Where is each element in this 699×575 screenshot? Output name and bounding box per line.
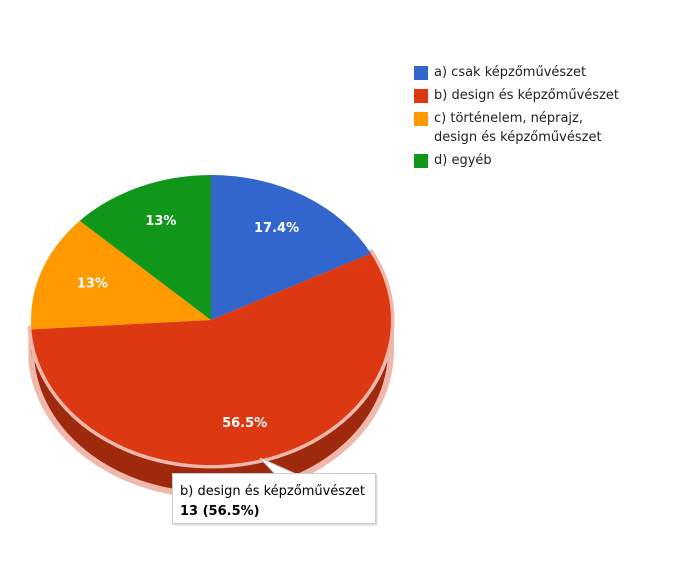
legend-label: d) egyéb (434, 153, 492, 168)
slice (211, 175, 371, 320)
value-label: 13% (77, 276, 108, 291)
legend-swatch (414, 154, 428, 168)
tooltip: b) design és képzőművészet 13 (56.5%) (172, 473, 376, 524)
value-label: 56.5% (222, 416, 267, 431)
slice (79, 175, 212, 320)
slice (31, 253, 391, 465)
value-label: 17.4% (254, 221, 299, 236)
legend-label: c) történelem, néprajz, design és képzőm… (434, 111, 602, 145)
legend-item: b) design és képzőművészet (414, 86, 629, 105)
legend-label: a) csak képzőművészet (434, 65, 587, 80)
value-label: 13% (145, 214, 176, 229)
legend-swatch (414, 66, 428, 80)
tooltip-label: b) design és képzőművészet (180, 484, 365, 499)
legend-label: b) design és képzőművészet (434, 88, 619, 103)
legend-item: a) csak képzőművészet (414, 63, 629, 82)
legend-item: d) egyéb (414, 151, 629, 170)
slice (31, 220, 212, 330)
legend-swatch (414, 112, 428, 126)
legend-item: c) történelem, néprajz, design és képzőm… (414, 109, 629, 147)
legend-swatch (414, 89, 428, 103)
legend: a) csak képzőművészet b) design és képzőm… (414, 63, 629, 174)
tooltip-value: 13 (56.5%) (180, 504, 260, 519)
